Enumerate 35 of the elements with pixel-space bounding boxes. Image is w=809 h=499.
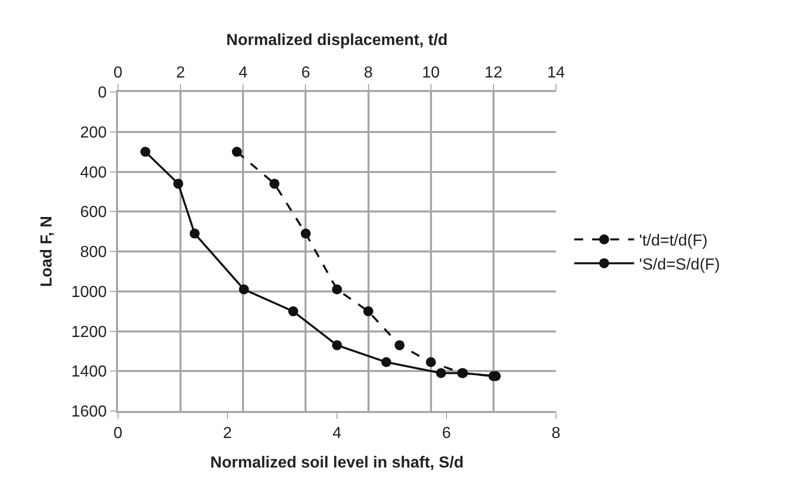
y-tick-label: 1400 xyxy=(71,364,107,381)
legend-label: 't/d=t/d(F) xyxy=(639,232,708,250)
x2-tick-label: 0 xyxy=(114,64,123,82)
y-tick-label: 1600 xyxy=(71,404,107,421)
y-tick-label: 1200 xyxy=(71,324,107,341)
point xyxy=(381,357,392,368)
x-tick-label: 4 xyxy=(332,425,342,442)
point xyxy=(332,340,342,350)
x2-axis-title: Normalized displacement, t/d xyxy=(226,32,448,49)
x2-tick-label: 14 xyxy=(547,64,565,82)
point xyxy=(173,178,184,189)
x-tick-label: 8 xyxy=(552,425,561,442)
x2-tick-label: 8 xyxy=(364,64,373,82)
x-axis-title: Normalized soil level in shaft, S/d xyxy=(210,454,464,472)
y-axis-title: Load F, N xyxy=(38,216,56,288)
x-tick-label: 2 xyxy=(223,425,232,442)
y-tick-label: 200 xyxy=(80,124,107,142)
legend-label: 'S/d=S/d(F) xyxy=(639,256,720,274)
y-tick-label: 800 xyxy=(80,244,107,262)
point xyxy=(436,368,446,378)
x2-tick-label: 2 xyxy=(176,64,186,82)
point xyxy=(140,146,150,157)
x-tick-label: 0 xyxy=(114,425,123,442)
x-tick-label: 6 xyxy=(442,425,452,442)
y-tick-label: 600 xyxy=(80,204,107,222)
y-tick-label: 1000 xyxy=(71,284,107,301)
x2-tick-label: 12 xyxy=(484,64,502,82)
x2-tick-label: 10 xyxy=(422,64,440,82)
y-tick-label: 0 xyxy=(98,84,107,102)
x2-tick-label: 4 xyxy=(238,64,248,82)
y-tick-label: 400 xyxy=(80,164,107,182)
x2-tick-label: 6 xyxy=(301,64,310,82)
point xyxy=(238,284,249,294)
point xyxy=(288,306,298,316)
point xyxy=(190,228,200,239)
